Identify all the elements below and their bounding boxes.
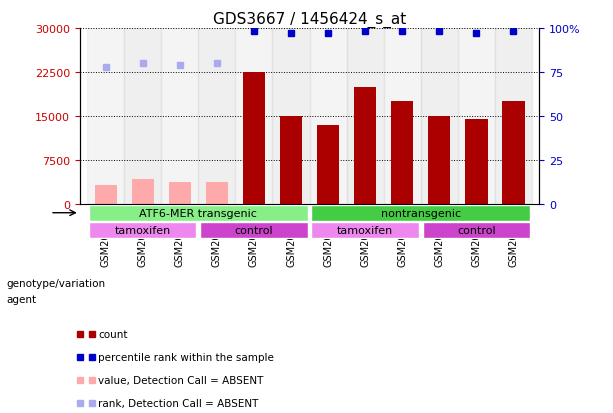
Title: GDS3667 / 1456424_s_at: GDS3667 / 1456424_s_at	[213, 12, 406, 28]
Bar	[243, 73, 265, 204]
Bar	[161, 29, 199, 204]
Bar	[169, 183, 191, 204]
Bar	[132, 180, 154, 204]
Bar	[503, 102, 525, 204]
Bar	[421, 29, 458, 204]
Text: tamoxifen: tamoxifen	[337, 226, 394, 236]
Bar	[280, 116, 302, 204]
FancyBboxPatch shape	[311, 223, 419, 239]
FancyBboxPatch shape	[89, 223, 197, 239]
Bar	[235, 29, 273, 204]
Text: tamoxifen: tamoxifen	[115, 226, 171, 236]
Text: ATF6-MER transgenic: ATF6-MER transgenic	[139, 208, 257, 218]
Bar	[87, 29, 124, 204]
Bar	[206, 182, 228, 204]
Bar	[428, 116, 451, 204]
Bar	[124, 29, 161, 204]
Bar	[465, 120, 487, 204]
Text: control: control	[235, 226, 273, 236]
FancyBboxPatch shape	[422, 223, 530, 239]
Bar	[346, 29, 384, 204]
FancyBboxPatch shape	[200, 223, 308, 239]
Bar	[94, 186, 116, 204]
Bar	[310, 29, 346, 204]
Text: value, Detection Call = ABSENT: value, Detection Call = ABSENT	[98, 375, 264, 385]
Bar	[354, 88, 376, 204]
Text: control: control	[457, 226, 496, 236]
Bar	[273, 29, 310, 204]
Text: genotype/variation: genotype/variation	[6, 278, 105, 288]
Bar	[495, 29, 532, 204]
Bar	[317, 126, 339, 204]
Text: count: count	[98, 330, 128, 339]
Text: percentile rank within the sample: percentile rank within the sample	[98, 352, 274, 362]
Bar	[458, 29, 495, 204]
Bar	[391, 102, 413, 204]
FancyBboxPatch shape	[311, 205, 530, 221]
FancyBboxPatch shape	[89, 205, 308, 221]
Text: nontransgenic: nontransgenic	[381, 208, 461, 218]
Text: rank, Detection Call = ABSENT: rank, Detection Call = ABSENT	[98, 398, 259, 408]
Text: agent: agent	[6, 294, 36, 304]
Bar	[199, 29, 235, 204]
Bar	[384, 29, 421, 204]
